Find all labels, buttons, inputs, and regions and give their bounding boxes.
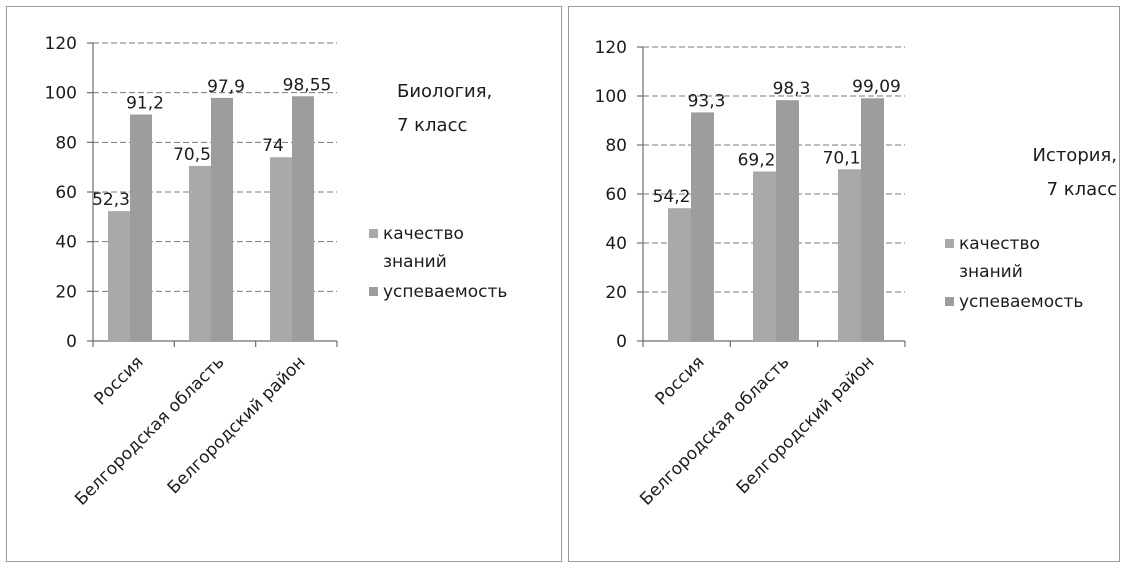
data-label-performance-1: 97,9 xyxy=(207,77,245,97)
category-label-2: Белгородский район xyxy=(164,352,310,498)
bar-quality-0 xyxy=(668,208,691,341)
bar-performance-0 xyxy=(130,114,152,342)
data-label-quality-0: 52,3 xyxy=(92,190,130,210)
legend-swatch-performance xyxy=(369,287,378,296)
y-tick-label: 40 xyxy=(605,234,627,254)
bar-quality-2 xyxy=(270,157,292,341)
data-label-quality-1: 69,2 xyxy=(738,150,776,170)
y-tick-label: 20 xyxy=(55,282,77,302)
bar-quality-1 xyxy=(189,165,211,341)
data-label-quality-2: 74 xyxy=(262,136,284,156)
legend-swatch-performance xyxy=(945,297,954,306)
legend-label-line: качество xyxy=(959,234,1040,254)
bar-performance-2 xyxy=(861,98,884,342)
legend-label-line: знаний xyxy=(383,252,447,272)
bar-performance-1 xyxy=(776,100,799,341)
legend-swatch-quality xyxy=(369,229,378,238)
chart-title: Биология, 7 класс xyxy=(397,81,492,136)
legend-label-line: успеваемость xyxy=(959,292,1083,312)
data-label-performance-2: 99,09 xyxy=(852,77,901,97)
data-label-performance-1: 98,3 xyxy=(773,79,811,99)
y-tick-label: 60 xyxy=(55,183,77,203)
legend-label-line: успеваемость xyxy=(383,282,507,302)
data-label-quality-2: 70,1 xyxy=(823,148,861,168)
data-label-quality-0: 54,2 xyxy=(653,187,691,207)
data-label-performance-2: 98,55 xyxy=(283,75,332,95)
y-tick-label: 100 xyxy=(595,87,627,107)
chart-title: История, 7 класс xyxy=(1032,145,1117,200)
y-tick-label: 100 xyxy=(45,84,77,104)
legend-label-line: знаний xyxy=(959,262,1023,282)
bar-performance-1 xyxy=(211,97,233,341)
legend-label-performance: успеваемость xyxy=(383,282,507,302)
y-tick-label: 0 xyxy=(66,332,77,352)
legend-label-performance: успеваемость xyxy=(959,292,1083,312)
y-tick-label: 60 xyxy=(605,185,627,205)
category-label-2: Белгородский район xyxy=(733,352,879,498)
y-tick-label: 20 xyxy=(605,283,627,303)
legend-swatch-quality xyxy=(945,239,954,248)
history-chart-panel: 0 20 40 60 80 100 120 54,2 69,2 70,1 93,3 98,3 99,09… xyxy=(568,6,1120,562)
legend-label-quality: качество знаний xyxy=(959,234,1040,282)
legend-label-quality: качество знаний xyxy=(383,224,464,272)
y-tick-label: 80 xyxy=(605,136,627,156)
data-label-performance-0: 93,3 xyxy=(688,91,726,111)
biology-chart-panel: 0 20 40 60 80 100 120 52,3 70,5 74 91,2 97,9 98,55 Ро… xyxy=(6,6,562,562)
category-label-1: Белгородская область xyxy=(71,352,228,509)
bar-performance-0 xyxy=(691,112,714,341)
category-label-0: Россия xyxy=(652,352,709,409)
biology-chart: 0 20 40 60 80 100 120 52,3 70,5 74 91,2 97,9 98,55 Ро… xyxy=(45,34,508,510)
y-tick-label: 120 xyxy=(595,38,627,58)
category-label-0: Россия xyxy=(91,352,148,409)
data-label-quality-1: 70,5 xyxy=(173,145,211,165)
legend-label-line: качество xyxy=(383,224,464,244)
history-chart: 0 20 40 60 80 100 120 54,2 69,2 70,1 93,3 98,3 99,09… xyxy=(595,38,1117,510)
bar-quality-2 xyxy=(838,169,861,341)
bar-quality-1 xyxy=(753,171,776,341)
y-tick-label: 0 xyxy=(616,332,627,352)
chart-title-line: 7 класс xyxy=(1047,179,1117,200)
y-tick-label: 80 xyxy=(55,133,77,153)
category-label-1: Белгородская область xyxy=(636,352,793,509)
chart-title-line: Биология, xyxy=(397,81,492,102)
y-tick-label: 120 xyxy=(45,34,77,54)
chart-title-line: 7 класс xyxy=(397,115,467,136)
y-tick-label: 40 xyxy=(55,233,77,253)
bar-performance-2 xyxy=(292,96,314,341)
bar-quality-0 xyxy=(108,211,130,341)
chart-title-line: История, xyxy=(1032,145,1117,166)
data-label-performance-0: 91,2 xyxy=(126,94,164,114)
